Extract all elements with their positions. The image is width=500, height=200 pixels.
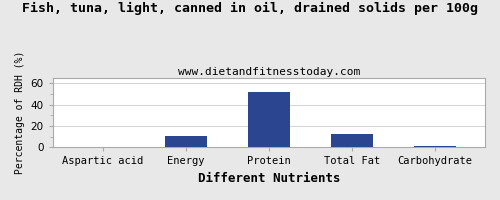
Title: www.dietandfitnesstoday.com: www.dietandfitnesstoday.com bbox=[178, 67, 360, 77]
X-axis label: Different Nutrients: Different Nutrients bbox=[198, 172, 340, 185]
Bar bbox=[414, 146, 456, 147]
Bar bbox=[331, 134, 373, 147]
Text: Fish, tuna, light, canned in oil, drained solids per 100g: Fish, tuna, light, canned in oil, draine… bbox=[22, 2, 478, 15]
Y-axis label: Percentage of RDH (%): Percentage of RDH (%) bbox=[15, 51, 25, 174]
Bar bbox=[248, 92, 290, 147]
Bar bbox=[165, 136, 206, 147]
